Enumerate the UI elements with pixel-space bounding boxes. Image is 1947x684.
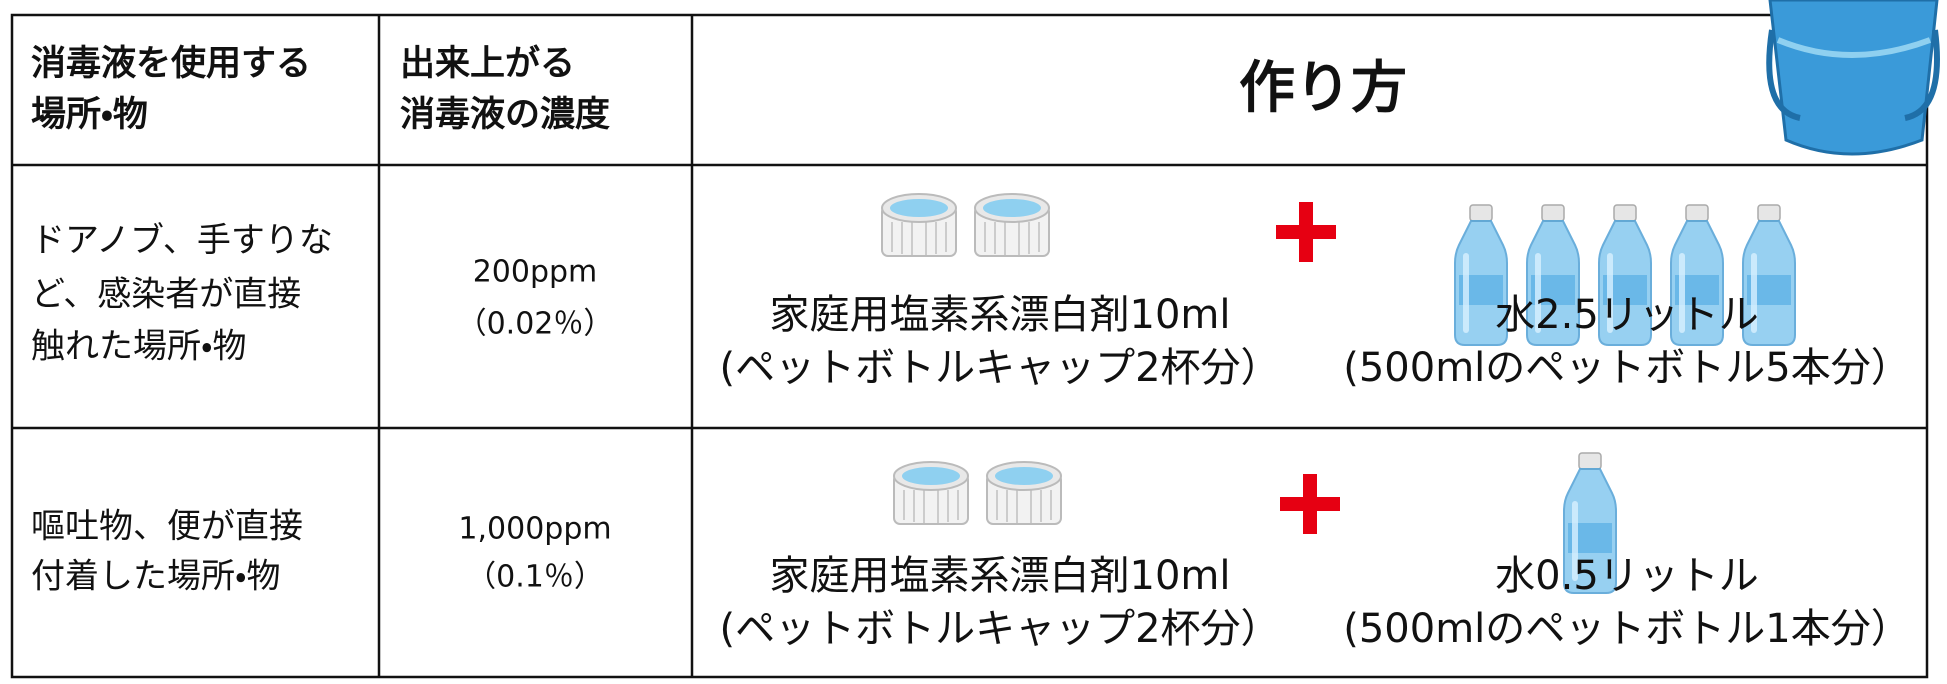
water-text: (500mlのペットボトル5本分） xyxy=(1343,345,1910,391)
bleach-text: 家庭用塩素系漂白剤10ml xyxy=(770,553,1231,599)
table-grid xyxy=(10,13,1929,679)
concentration-text: 200ppm xyxy=(473,255,598,290)
header-cell: 出来上がる xyxy=(400,44,575,84)
bleach-text: 家庭用塩素系漂白剤10ml xyxy=(770,292,1231,338)
place-text: 付着した場所・物 xyxy=(31,557,281,597)
bleach-text: (ペットボトルキャップ2杯分） xyxy=(719,606,1280,652)
icons xyxy=(881,193,1796,594)
place-text: 触れた場所・物 xyxy=(31,327,247,367)
water-text: 水0.5リットル xyxy=(1495,553,1759,599)
header-cell: 消毒液を使用する xyxy=(31,44,311,84)
water-text: 水2.5リットル xyxy=(1495,292,1759,338)
place-text: 嘔吐物、便が直接 xyxy=(31,507,303,547)
header-cell: 場所・物 xyxy=(31,95,148,135)
concentration-text: （0.1％） xyxy=(466,560,604,595)
bleach-text: (ペットボトルキャップ2杯分） xyxy=(719,345,1280,391)
header-cell: 作り方 xyxy=(1239,56,1407,121)
header-cell: 消毒液の濃度 xyxy=(400,95,610,135)
place-text: ドアノブ、手すりな xyxy=(31,221,333,261)
concentration-text: （0.02％） xyxy=(457,307,614,342)
bucket-icon xyxy=(1766,0,1940,156)
concentration-text: 1,000ppm xyxy=(458,512,611,547)
place-text: ど、感染者が直接 xyxy=(31,275,301,315)
water-text: (500mlのペットボトル1本分） xyxy=(1343,606,1910,652)
